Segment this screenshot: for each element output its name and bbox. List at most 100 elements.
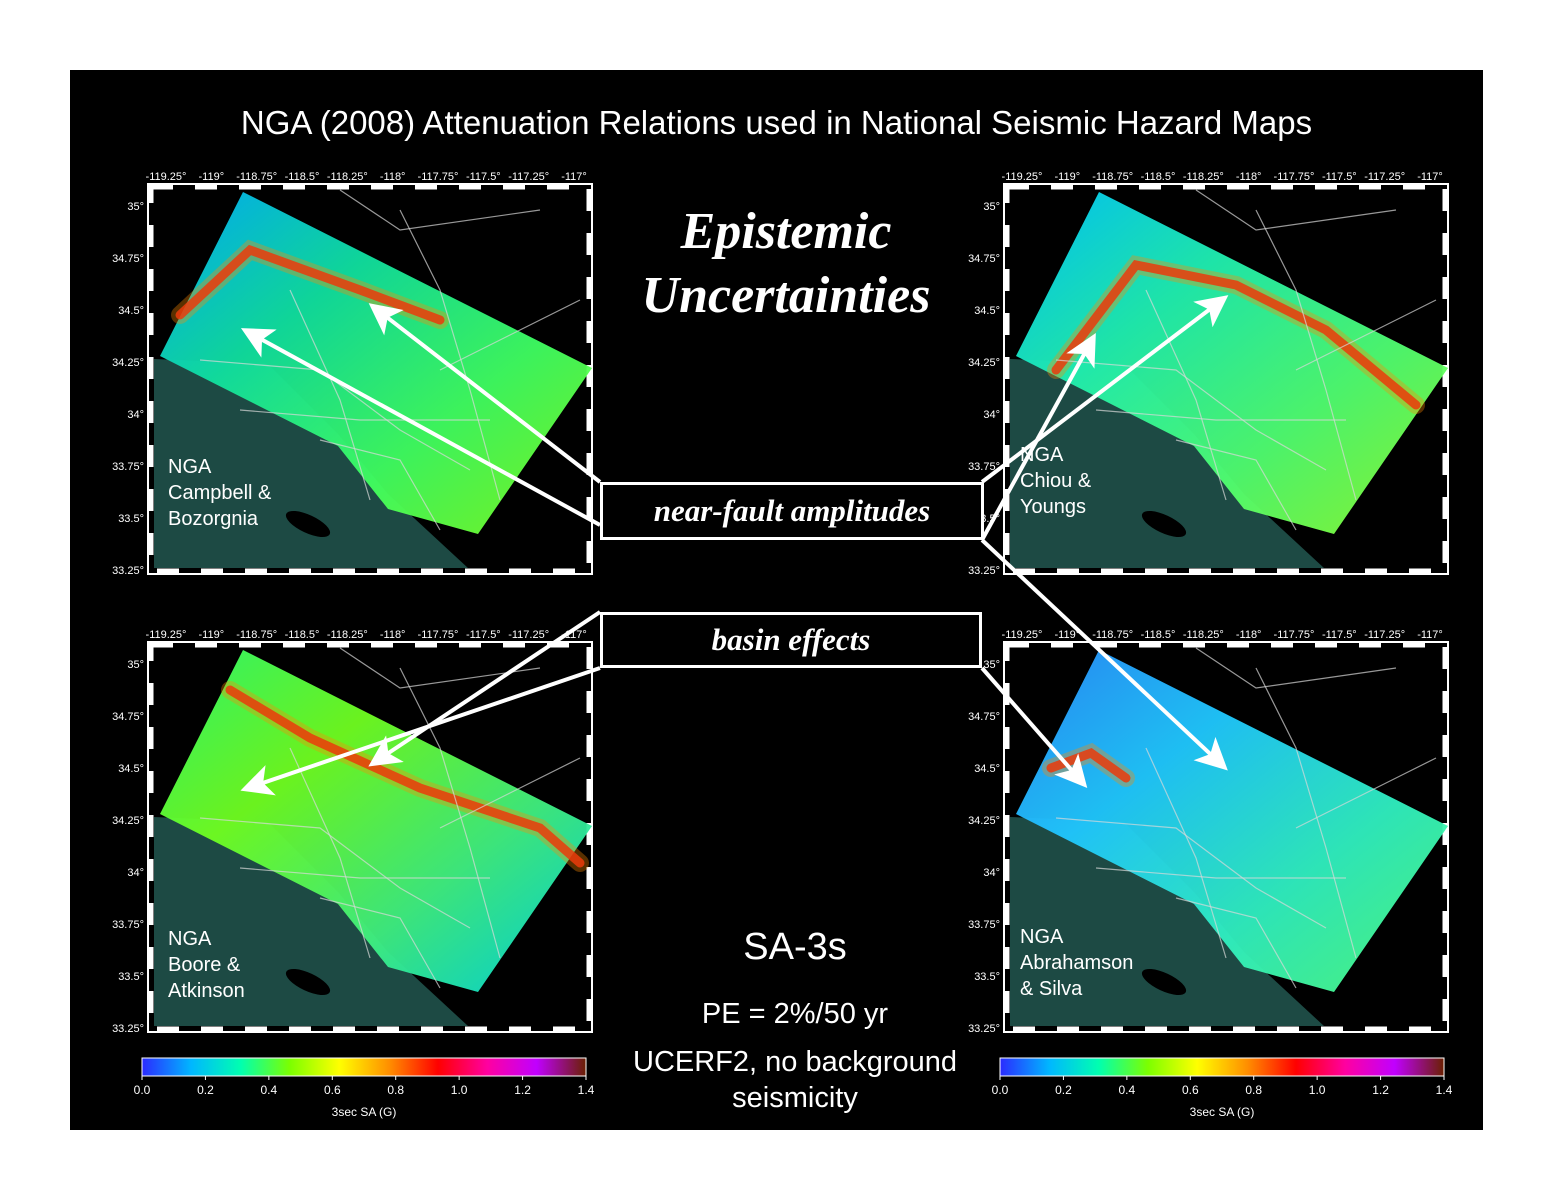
colorbar-tick-label: 0.8 [387,1083,404,1097]
colorbar-tick-label: 0.8 [1245,1083,1262,1097]
lat-tick-label: 34° [127,409,144,421]
lat-tick-label: 33.5° [118,513,144,525]
map-label-abrahamson: NGA Abrahamson & Silva [1020,926,1134,1000]
lon-tick-label: -118° [1236,171,1262,183]
lat-tick-label: 34.25° [968,815,1000,827]
map-boore-atkinson: -119.25° -119° -118.75° -118.5° -118.25° -118… [112,629,593,1035]
colorbar-tick-label: 1.0 [451,1083,468,1097]
lon-tick-label: -118.75° [1092,171,1133,183]
lat-tick-label: 35° [983,659,1000,671]
lon-tick-label: -117.5° [1322,171,1357,183]
lon-tick-label: -117.25° [508,629,549,641]
colorbar-tick-label: 0.4 [1119,1083,1136,1097]
lat-tick-label: 33.25° [112,565,144,577]
colorbar-tick-label: 0.4 [261,1083,278,1097]
map-label-campbell: NGA Campbell & Bozorgnia [168,456,272,530]
lon-tick-label: -118.25° [1183,629,1224,641]
near-fault-box: near-fault amplitudes [600,482,984,540]
lon-tick-label: -119.25° [146,629,187,641]
arrow [980,666,1088,789]
lat-tick-label: 34.5° [118,763,144,775]
lat-tick-label: 34.75° [968,711,1000,723]
lat-tick-label: 34° [983,409,1000,421]
arrow [980,538,1228,771]
colorbar-tick-label: 1.2 [514,1083,531,1097]
lon-tick-label: -117.25° [1364,629,1405,641]
lon-tick-label: -118° [1236,629,1262,641]
lat-tick-label: 34.5° [118,305,144,317]
arrows-overlay [240,295,1229,796]
colorbar-tick-label: 0.0 [992,1083,1009,1097]
lon-tick-label: -117° [1417,629,1443,641]
map-abrahamson-silva: -119.25° -119° -118.75° -118.5° -118.25° -118… [968,629,1449,1035]
colorbar-tick-label: 0.6 [324,1083,341,1097]
lon-tick-label: -118.75° [1092,629,1133,641]
lat-tick-label: 35° [983,201,1000,213]
lat-tick-label: 34.25° [112,357,144,369]
lon-tick-label: -117.25° [508,171,549,183]
map-label-chiou: NGA Chiou & Youngs [1020,444,1092,518]
lat-tick-label: 33.25° [968,565,1000,577]
arrow [980,295,1229,484]
lat-tick-label: 34.25° [968,357,1000,369]
colorbar-tick-label: 1.4 [1436,1083,1453,1097]
lon-tick-label: -117.25° [1364,171,1405,183]
lon-tick-label: -118.5° [285,629,320,641]
colorbar-right: 0.0 0.2 0.4 0.6 0.8 1.0 1.2 1.4 3sec SA (G) [992,1057,1453,1119]
lat-tick-label: 34.75° [112,253,144,265]
lat-tick-label: 35° [127,201,144,213]
lat-tick-label: 34° [127,867,144,879]
lon-tick-label: -119° [199,629,225,641]
map-label-boore: NGA Boore & Atkinson [168,928,245,1002]
lon-tick-label: -117.5° [466,171,501,183]
lon-tick-label: -117.75° [1274,171,1315,183]
lon-tick-label: -119° [199,171,225,183]
epistemic-heading: Epistemic Uncertainties [641,203,931,324]
lon-tick-label: -117.75° [418,171,459,183]
lon-tick-label: -119° [1055,171,1081,183]
lat-tick-label: 33.75° [968,461,1000,473]
lat-tick-label: 33.75° [968,919,1000,931]
lon-tick-label: -118.5° [285,171,320,183]
map-chiou-youngs: -119.25° -119° -118.75° -118.5° -118.25° -118… [968,171,1449,577]
lon-tick-label: -119° [1055,629,1081,641]
lon-tick-label: -117.75° [418,629,459,641]
arrow [980,332,1096,541]
colorbar-tick-label: 0.2 [1055,1083,1072,1097]
arrow [368,303,602,484]
arrow [240,328,601,527]
arrow [368,610,602,767]
lat-tick-label: 33.75° [112,461,144,473]
basin-effects-box: basin effects [600,612,982,668]
colorbar-left: 0.0 0.2 0.4 0.6 0.8 1.0 1.2 1.4 3sec SA (G) [134,1057,595,1119]
lon-tick-label: -117.5° [1322,629,1357,641]
lon-tick-label: -119.25° [1002,629,1043,641]
lat-tick-label: 33.5° [118,971,144,983]
colorbar-label: 3sec SA (G) [332,1105,397,1119]
slide: NGA (2008) Attenuation Relations used in… [70,70,1483,1130]
lat-tick-label: 33.75° [112,919,144,931]
period-label: SA-3s [743,926,847,968]
lon-tick-label: -118.75° [236,629,277,641]
lat-tick-label: 34.5° [974,763,1000,775]
lon-tick-label: -117° [561,171,587,183]
lat-tick-label: 34.5° [974,305,1000,317]
lat-tick-label: 34° [983,867,1000,879]
lon-tick-label: -118.25° [1183,171,1224,183]
lat-tick-label: 35° [127,659,144,671]
lon-tick-label: -117.75° [1274,629,1315,641]
lon-tick-label: -118° [380,629,406,641]
colorbar-tick-label: 1.4 [578,1083,595,1097]
colorbar-label: 3sec SA (G) [1190,1105,1255,1119]
colorbar-tick-label: 0.0 [134,1083,151,1097]
ucerf-label: UCERF2, no background seismicity [633,1046,957,1114]
lon-tick-label: -117.5° [466,629,501,641]
lon-tick-label: -118.25° [327,629,368,641]
lon-tick-label: -117° [1417,171,1443,183]
colorbar-tick-label: 1.0 [1309,1083,1326,1097]
lat-tick-label: 33.25° [112,1023,144,1035]
pe-label: PE = 2%/50 yr [701,998,889,1030]
slide-title: NGA (2008) Attenuation Relations used in… [240,104,1313,141]
lon-tick-label: -118.5° [1141,171,1176,183]
lon-tick-label: -119.25° [1002,171,1043,183]
